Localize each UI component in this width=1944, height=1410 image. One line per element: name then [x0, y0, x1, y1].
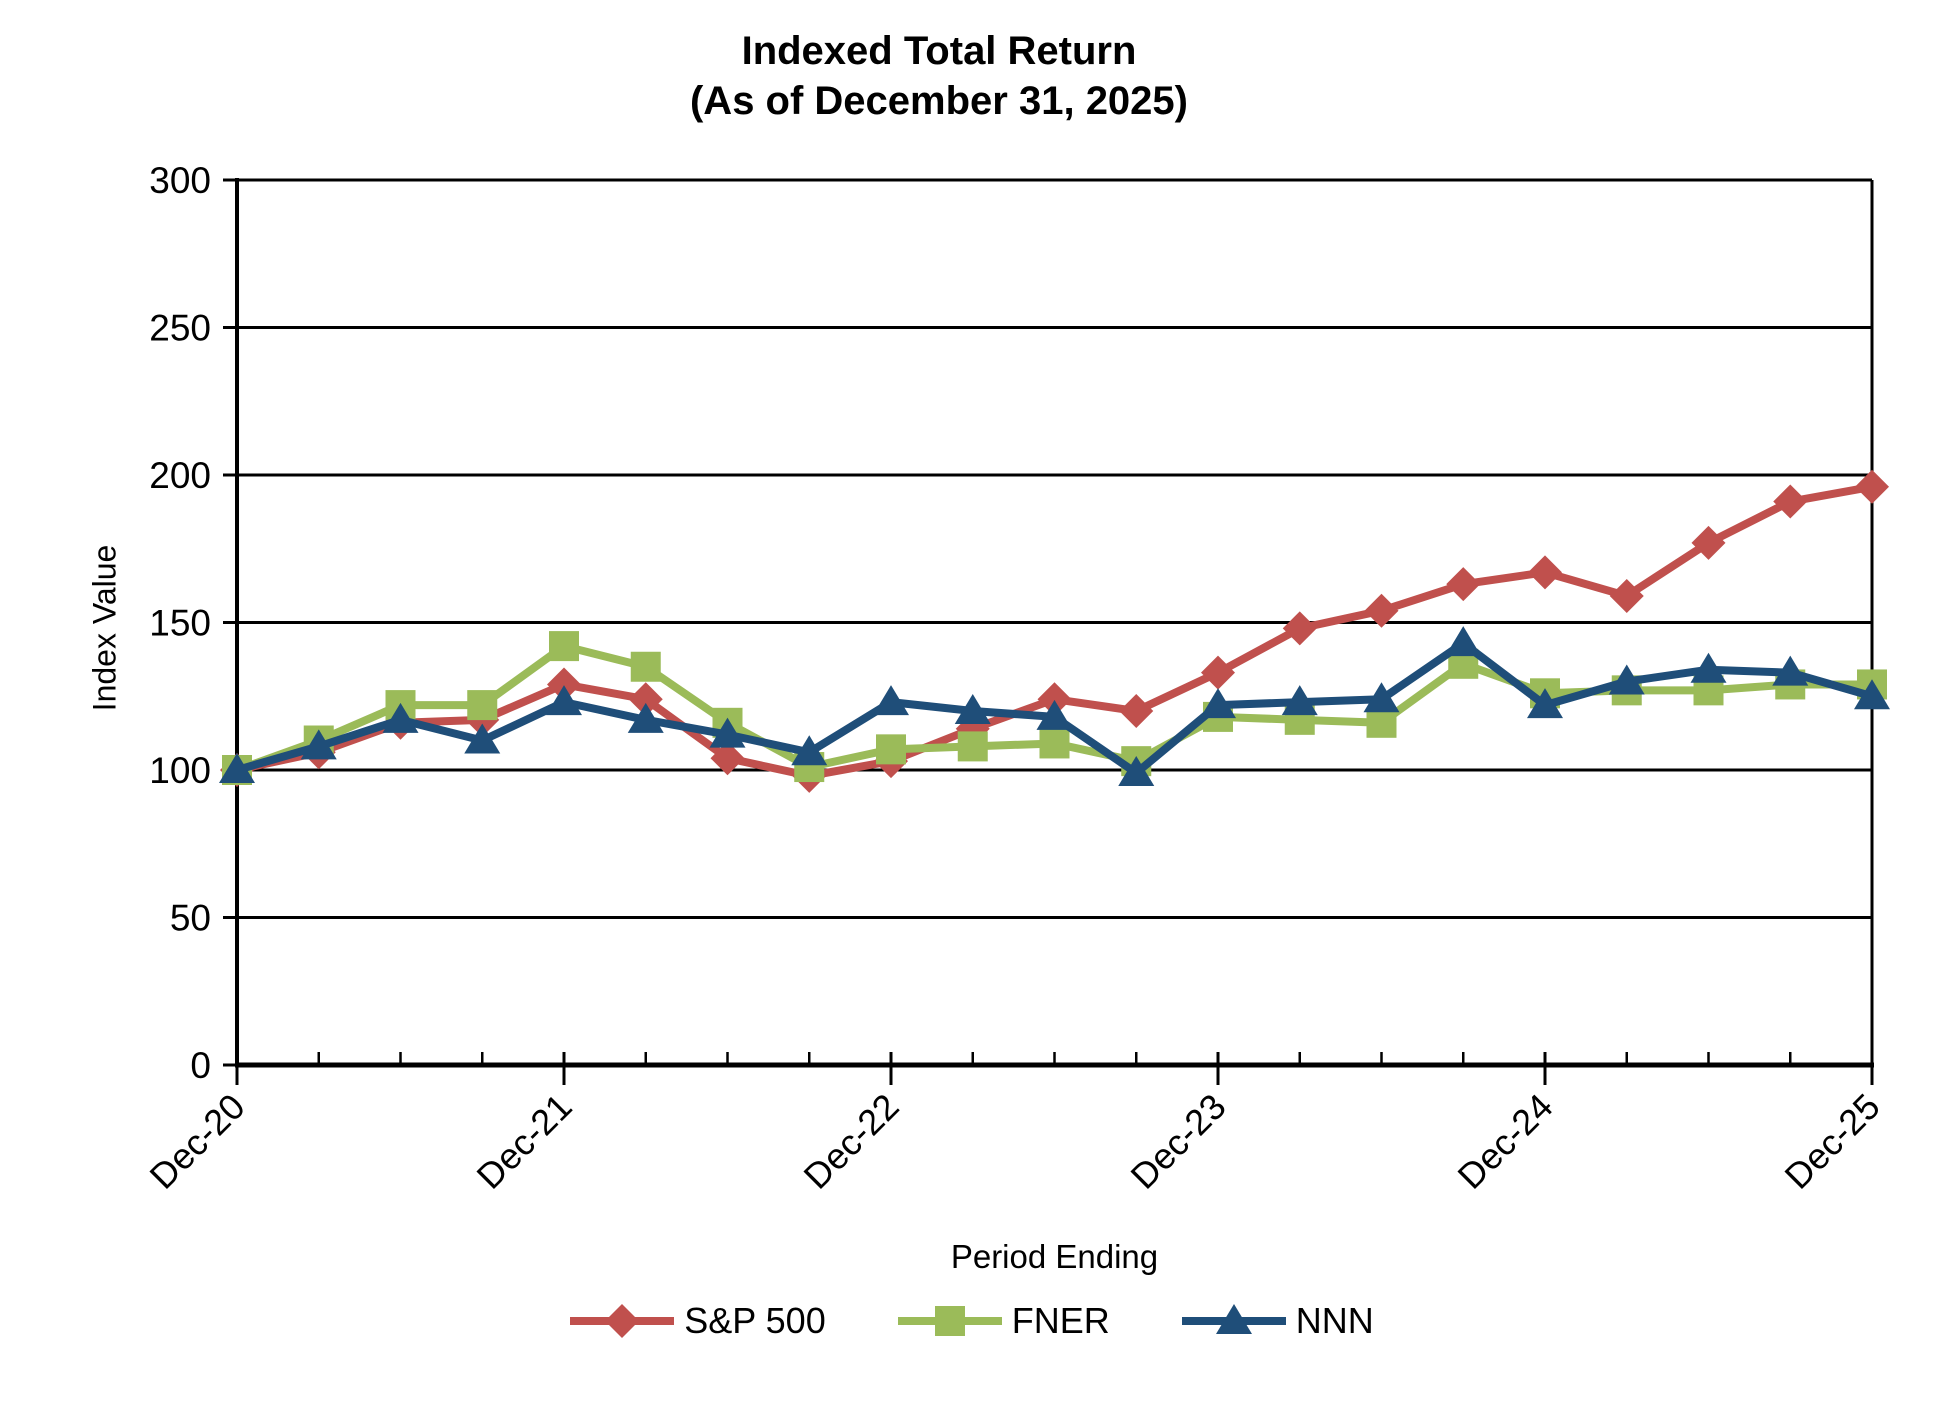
data-point-marker [1119, 694, 1154, 728]
data-point-marker [1036, 699, 1073, 730]
data-point-marker [1527, 688, 1563, 719]
legend-item-sp500: S&P 500 [570, 1300, 826, 1342]
legend-label-nnn: NNN [1295, 1300, 1374, 1341]
data-point-marker [1772, 655, 1809, 686]
legend-marker-shape [1215, 1304, 1252, 1334]
y-tick-label-0: 0 [190, 1045, 211, 1086]
data-point-marker [709, 717, 746, 748]
data-point-marker [1201, 655, 1235, 690]
data-point-marker [1366, 707, 1397, 738]
chart-title-line1: Indexed Total Return [741, 29, 1137, 73]
data-point-marker [627, 702, 664, 733]
data-point-marker [628, 682, 663, 717]
data-point-marker [1282, 611, 1317, 646]
data-point-marker [1446, 567, 1481, 602]
data-point-marker [1364, 593, 1399, 628]
x-tick-label-Dec-20: Dec-20 [142, 1086, 253, 1197]
data-point-marker [1854, 679, 1890, 710]
y-tick-label-300: 300 [149, 160, 211, 201]
data-point-marker [1281, 685, 1318, 716]
legend-item-nnn: NNN [1181, 1300, 1374, 1342]
legend-item-fner: FNER [897, 1300, 1110, 1342]
y-tick-label-200: 200 [149, 455, 211, 496]
data-point-marker [710, 741, 745, 776]
data-point-marker [1691, 525, 1726, 560]
data-point-marker [549, 631, 579, 662]
data-point-marker [876, 734, 906, 765]
data-point-marker [1445, 626, 1482, 657]
data-point-marker [546, 685, 582, 716]
data-point-marker [467, 690, 498, 721]
y-tick-label-250: 250 [149, 308, 211, 349]
data-point-marker [1773, 484, 1808, 519]
data-point-marker [464, 723, 501, 754]
x-tick-label-Dec-21: Dec-21 [469, 1086, 580, 1197]
x-tick-label-Dec-24: Dec-24 [1450, 1086, 1561, 1197]
data-point-marker [1528, 555, 1562, 590]
data-point-marker [1037, 682, 1072, 717]
fner-legend-marker [897, 1306, 1002, 1336]
data-point-marker [300, 729, 337, 760]
y-tick-label-50: 50 [170, 898, 211, 939]
x-tick-label-Dec-25: Dec-25 [1777, 1086, 1888, 1197]
y-tick-label-100: 100 [149, 750, 211, 791]
x-axis-title: Period Ending [950, 1238, 1159, 1275]
data-point-marker [547, 667, 581, 702]
series-nnn [219, 626, 1890, 786]
data-point-marker [630, 651, 661, 682]
data-point-marker [382, 702, 419, 733]
data-point-marker [873, 685, 909, 716]
data-point-marker [1363, 682, 1400, 713]
data-point-marker [791, 735, 828, 766]
data-point-marker [954, 694, 991, 724]
data-point-marker [219, 753, 255, 783]
y-tick-label-150: 150 [149, 603, 211, 644]
chart-title-line2: (As of December 31, 2025) [689, 79, 1188, 123]
legend-label-sp500: S&P 500 [684, 1300, 826, 1341]
nnn-legend-marker [1181, 1304, 1286, 1334]
legend-marker-shape [934, 1306, 965, 1336]
data-point-marker [957, 731, 988, 762]
x-tick-label-Dec-22: Dec-22 [796, 1086, 907, 1197]
data-point-marker [1608, 664, 1645, 695]
data-point-marker [1855, 469, 1889, 504]
sp500-legend-marker [570, 1304, 675, 1338]
x-tick-label-Dec-23: Dec-23 [1123, 1086, 1234, 1197]
data-point-marker [1609, 578, 1644, 613]
legend-marker-shape [605, 1304, 640, 1338]
legend-label-fner: FNER [1011, 1300, 1110, 1341]
data-point-marker [1118, 755, 1155, 786]
data-point-marker [1690, 652, 1727, 683]
chart-title: Indexed Total Return (As of December 31,… [0, 26, 1878, 126]
data-point-marker [1039, 728, 1070, 759]
data-point-marker [1200, 688, 1236, 719]
legend: S&P 500 FNER NNN [0, 1300, 1944, 1342]
